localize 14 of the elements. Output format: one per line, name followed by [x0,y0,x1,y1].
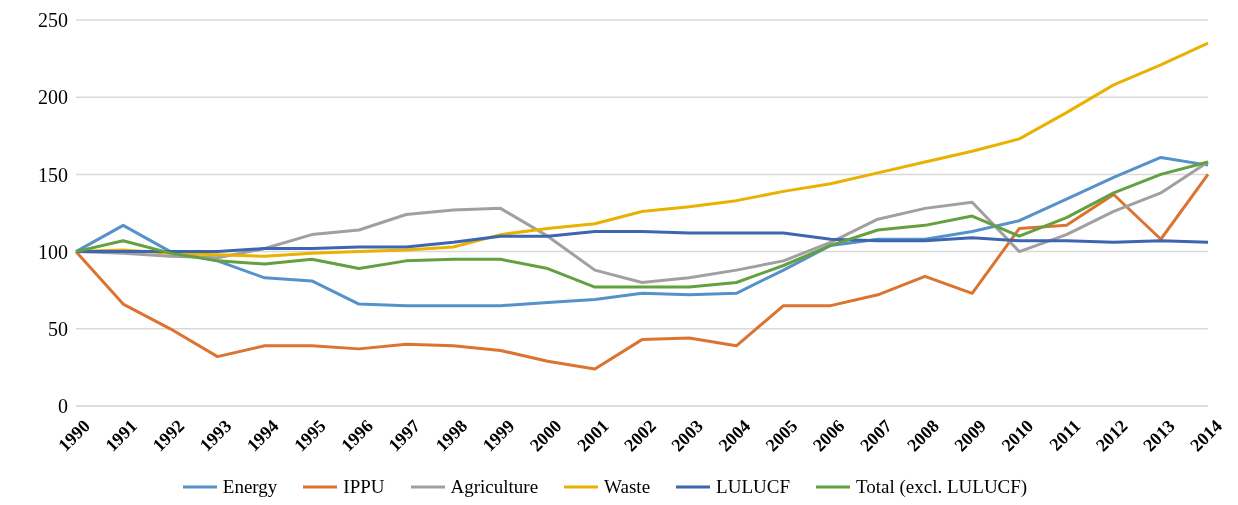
legend-label: LULUCF [716,476,790,498]
y-tick-label: 150 [38,163,68,186]
legend-label: Total (excl. LULUCF) [855,476,1028,498]
line-series [74,172,1210,371]
y-tick-label: 250 [38,9,68,32]
legend-label: IPPU [343,476,385,498]
legend-label: Waste [604,476,651,498]
y-tick-label: 100 [38,240,68,263]
legend-label: Agriculture [450,476,539,498]
y-tick-label: 50 [48,317,68,340]
y-tick-label: 0 [58,395,68,418]
x-tick-label: 2011 [1045,415,1085,455]
y-tick-label: 200 [38,86,68,109]
legend-label: Energy [222,476,278,498]
